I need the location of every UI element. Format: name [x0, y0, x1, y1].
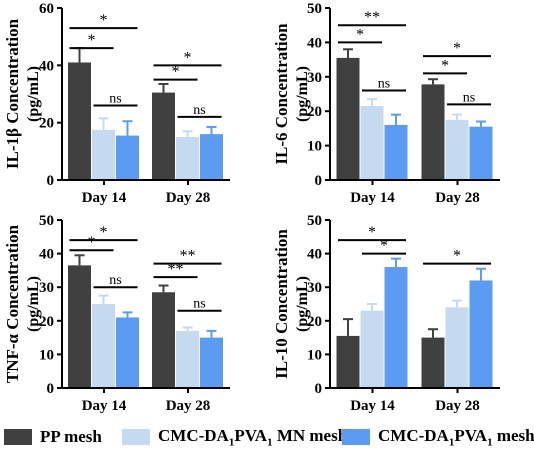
significance-label: *: [100, 12, 108, 29]
bar-mn-2: [176, 137, 199, 180]
significance-label: ns: [463, 90, 475, 105]
bar-mn-1: [360, 106, 384, 180]
y-tick-label: 50: [39, 213, 54, 229]
significance-label: *: [368, 224, 376, 241]
bar-mn-1: [92, 304, 115, 388]
significance-label: *: [441, 57, 449, 74]
chart-panel-3: 0 10 20 30 40 50 Day 14 Day 28 TNF-α Concentrati…: [3, 213, 230, 414]
bar-cmc-2: [200, 134, 223, 180]
y-tick-label: 20: [39, 116, 54, 132]
significance-label: ns: [378, 77, 390, 92]
y-tick-label: 40: [307, 35, 322, 51]
legend: PP mesh CMC-DA1PVA1 MN mesh CMC-DA1PVA1 …: [4, 426, 534, 450]
y-tick-label: 0: [315, 173, 323, 189]
legend-label-pp: PP mesh: [40, 427, 102, 446]
significance-label: *: [172, 64, 180, 81]
bar-mn-2: [176, 330, 199, 388]
significance-label: **: [180, 248, 196, 265]
y-tick-label: 10: [39, 347, 54, 363]
bar-cmc-2: [469, 126, 493, 180]
bar-cmc-1: [384, 124, 408, 180]
x-tick-label: Day 28: [166, 398, 211, 414]
y-axis-label: IL-10 Concentration: [272, 229, 291, 379]
bar-pp-1: [336, 335, 360, 388]
bar-pp-1: [68, 62, 91, 180]
bar-mn-1: [92, 129, 115, 180]
x-tick-label: Day 14: [350, 190, 395, 206]
y-axis-unit-label: (pg/mL): [25, 276, 42, 332]
bar-cmc-1: [384, 267, 408, 388]
legend-item-mn: CMC-DA1PVA1 MN mesh: [122, 426, 347, 448]
significance-label: *: [88, 234, 96, 251]
significance-label: *: [453, 40, 461, 57]
x-tick-label: Day 28: [435, 398, 480, 414]
bar-pp-2: [421, 84, 445, 180]
y-tick-label: 60: [39, 1, 54, 17]
bar-cmc-2: [200, 337, 223, 388]
bar-pp-2: [421, 337, 445, 388]
bar-pp-1: [68, 265, 91, 388]
x-tick-label: Day 28: [435, 190, 480, 206]
y-axis-unit-label: (pg/mL): [294, 276, 311, 332]
y-tick-label: 10: [307, 347, 322, 363]
significance-label: **: [168, 261, 184, 278]
y-tick-label: 20: [39, 314, 54, 330]
legend-swatch-mn: [122, 429, 150, 445]
significance-label: *: [100, 224, 108, 241]
bar-mn-2: [445, 119, 469, 180]
significance-label: ns: [193, 103, 205, 118]
legend-item-pp: PP mesh: [4, 426, 102, 448]
y-tick-label: 40: [307, 247, 322, 263]
x-tick-label: Day 28: [166, 190, 211, 206]
y-axis-label: IL-6 Concentration: [272, 23, 291, 165]
y-tick-label: 30: [307, 70, 322, 86]
legend-swatch-pp: [4, 429, 32, 445]
y-tick-label: 40: [39, 58, 54, 74]
y-tick-label: 10: [307, 139, 322, 155]
significance-label: *: [380, 238, 388, 255]
y-tick-label: 40: [39, 247, 54, 263]
y-tick-label: 50: [307, 1, 322, 17]
significance-label: ns: [109, 273, 121, 288]
y-axis-unit-label: (pg/mL): [25, 66, 42, 122]
significance-label: *: [453, 248, 461, 265]
y-tick-label: 30: [307, 280, 322, 296]
legend-item-cmc: CMC-DA1PVA1 mesh: [342, 426, 534, 448]
significance-label: *: [356, 26, 364, 43]
bar-pp-2: [152, 292, 175, 388]
significance-label: **: [364, 9, 380, 26]
y-tick-label: 30: [39, 280, 54, 296]
significance-label: ns: [193, 297, 205, 312]
significance-label: ns: [109, 91, 121, 106]
x-tick-label: Day 14: [350, 398, 395, 414]
y-axis-label: IL-1β Concentration: [3, 18, 22, 169]
chart-panel-4: 0 10 20 30 40 50 Day 14 Day 28 IL-10 Concentrati…: [272, 213, 500, 414]
legend-swatch-cmc: [342, 429, 370, 445]
x-tick-label: Day 14: [82, 190, 127, 206]
bar-pp-1: [336, 57, 360, 180]
y-tick-label: 0: [315, 381, 323, 397]
bar-pp-2: [152, 92, 175, 180]
y-tick-label: 20: [307, 104, 322, 120]
bar-mn-1: [360, 310, 384, 388]
chart-panel-2: 0 10 20 30 40 50 Day 14 Day 28 IL-6 Concentratio…: [272, 1, 500, 206]
legend-label-mn: CMC-DA1PVA1 MN mesh: [158, 425, 348, 449]
x-tick-label: Day 14: [82, 398, 127, 414]
significance-label: *: [184, 49, 192, 66]
y-tick-label: 50: [307, 213, 322, 229]
bar-cmc-1: [116, 135, 139, 180]
legend-label-cmc: CMC-DA1PVA1 mesh: [378, 425, 534, 449]
y-axis-label: TNF-α Concentration: [3, 224, 22, 383]
y-tick-label: 20: [307, 314, 322, 330]
bar-cmc-2: [469, 280, 493, 388]
chart-panel-1: 0 20 40 60 Day 14 Day 28 IL-1β Concentration (p…: [3, 1, 230, 206]
y-axis-unit-label: (pg/mL): [294, 66, 311, 122]
significance-label: *: [88, 32, 96, 49]
y-tick-label: 0: [47, 173, 55, 189]
bar-mn-2: [445, 307, 469, 388]
y-tick-label: 0: [47, 381, 55, 397]
bar-cmc-1: [116, 317, 139, 388]
